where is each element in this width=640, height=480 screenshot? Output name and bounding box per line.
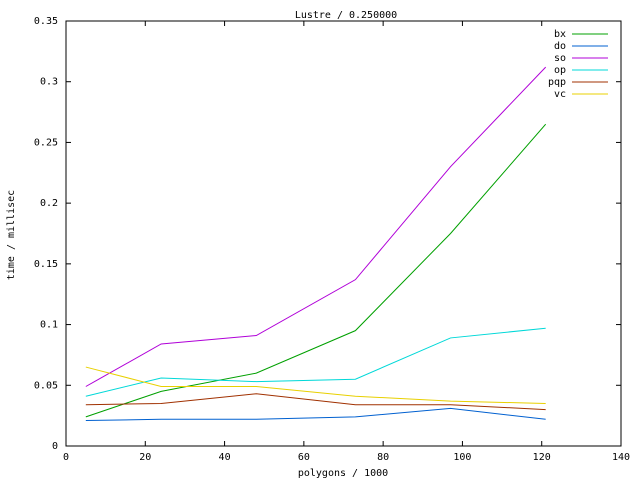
y-tick-label: 0.2 [40,198,58,209]
series-line-op [85,327,546,397]
y-tick-label: 0.15 [34,259,58,270]
legend-label-vc: vc [554,89,566,100]
x-axis-label: polygons / 1000 [298,468,388,479]
y-tick-label: 0 [52,441,58,452]
x-tick-label: 80 [377,452,389,463]
y-tick-label: 0.35 [34,16,58,27]
series-lines [85,66,547,421]
x-tick-label: 40 [219,452,231,463]
legend-label-pqp: pqp [548,77,566,88]
legend-label-do: do [554,41,566,52]
series-line-do [85,407,546,421]
y-tick-label: 0.05 [34,380,58,391]
series-line-pqp [85,393,546,411]
plot-frame [65,20,622,447]
legend-label-bx: bx [554,29,566,40]
y-axis-label: time / millisec [6,190,17,280]
y-tick-label: 0.1 [40,320,58,331]
x-tick-label: 100 [453,452,471,463]
axis-ticks: 0 20 40 60 80 100 120 140 0 0.05 0.1 0.15 0.2 0.25 0.3… [34,16,630,463]
legend-label-op: op [554,65,566,76]
series-line-vc [85,366,546,404]
y-tick-label: 0.3 [40,77,58,88]
x-tick-label: 60 [298,452,310,463]
y-tick-label: 0.25 [34,137,58,148]
x-tick-label: 20 [139,452,151,463]
chart-title: Lustre / 0.250000 [295,10,397,21]
x-tick-label: 0 [63,452,69,463]
x-tick-label: 140 [612,452,630,463]
series-line-bx [85,123,547,418]
legend-label-so: so [554,53,566,64]
x-tick-label: 120 [533,452,551,463]
series-line-so [85,66,547,387]
